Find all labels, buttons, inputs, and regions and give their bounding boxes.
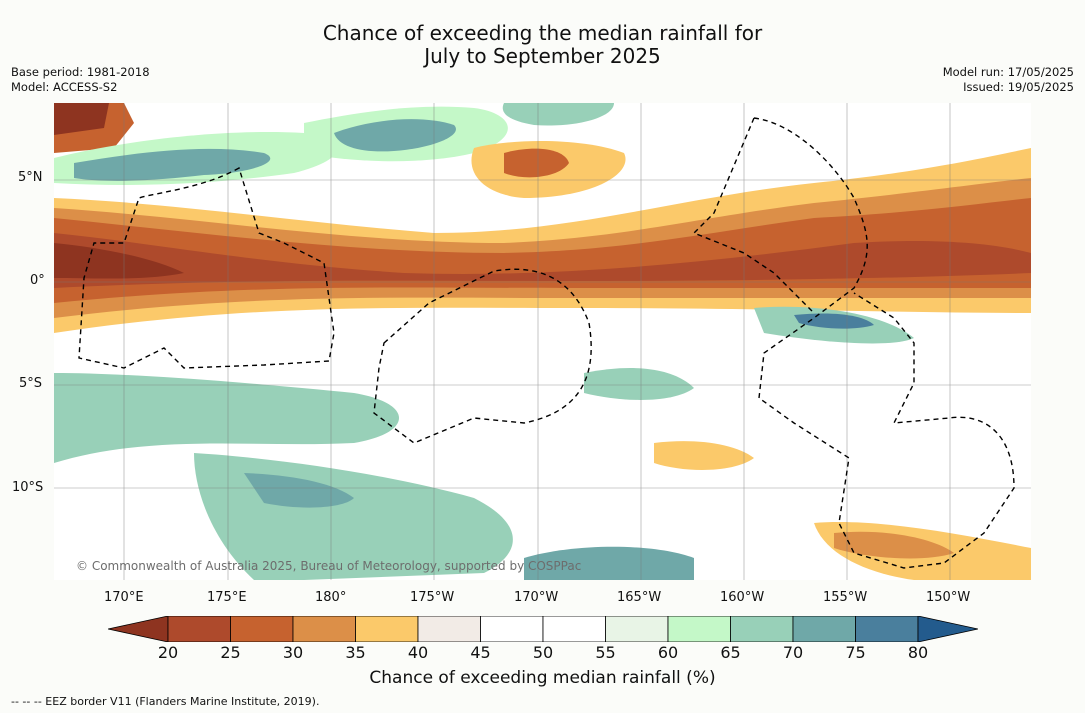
lat-tick-5s: 5°S — [19, 376, 43, 391]
colorbar-tick-label: 60 — [657, 643, 679, 662]
colorbar-tick-label: 40 — [407, 643, 429, 662]
lat-tick-5n: 5°N — [18, 170, 43, 185]
colorbar-tick-label: 35 — [345, 643, 366, 662]
copyright-text: © Commonwealth of Australia 2025, Bureau… — [76, 559, 581, 573]
lat-tick-10s: 10°S — [12, 480, 44, 495]
colorbar-segment — [167, 616, 231, 642]
colorbar — [108, 616, 978, 642]
eez-border-line-islands — [753, 117, 1015, 569]
eez-border-kiribati-gilbert — [78, 166, 335, 369]
south-wet-area-4 — [584, 368, 694, 400]
lon-tick-160w: 160°W — [720, 590, 765, 605]
south-wet-area-5-core — [794, 313, 874, 329]
north-wet-patch-3 — [502, 103, 614, 126]
meta-right: Model run: 17/05/2025 Issued: 19/05/2025 — [943, 65, 1074, 95]
lon-tick-155w: 155°W — [823, 590, 868, 605]
colorbar-segment — [480, 616, 544, 642]
colorbar-segment — [230, 616, 294, 642]
south-wet-area-2-core — [244, 473, 354, 508]
colorbar-tick-label: 50 — [532, 643, 554, 662]
colorbar-tick-label: 75 — [845, 643, 866, 662]
colorbar-extend-low — [108, 616, 169, 642]
rainfall-map: © Commonwealth of Australia 2025, Bureau… — [54, 103, 1031, 580]
eez-borders — [78, 117, 1015, 569]
eez-border-line-north — [692, 117, 815, 314]
colorbar-segment — [855, 616, 919, 642]
eez-border-phoenix — [373, 268, 592, 444]
south-wet-area-3 — [524, 546, 694, 580]
colorbar-tick-label: 80 — [907, 643, 929, 662]
colorbar-segment — [292, 616, 356, 642]
colorbar-segment — [417, 616, 481, 642]
south-wet-area-1 — [54, 373, 399, 463]
lat-tick-0: 0° — [30, 273, 45, 288]
lon-tick-175e: 175°E — [207, 590, 247, 605]
colorbar-tick-label: 30 — [282, 643, 304, 662]
title-line-1: Chance of exceeding the median rainfall … — [322, 21, 763, 45]
lon-tick-180: 180° — [315, 590, 347, 605]
colorbar-tick-label: 20 — [157, 643, 179, 662]
lon-tick-170e: 170°E — [104, 590, 144, 605]
eez-footnote: -- -- -- EEZ border V11 (Flanders Marine… — [11, 695, 320, 708]
colorbar-segment — [542, 616, 606, 642]
graticule — [54, 103, 1031, 580]
colorbar-tick-label: 65 — [720, 643, 741, 662]
colorbar-segment — [792, 616, 856, 642]
base-period: Base period: 1981-2018 — [11, 65, 150, 79]
lon-tick-170w: 170°W — [514, 590, 559, 605]
colorbar-segment — [605, 616, 669, 642]
colorbar-tick-label: 55 — [595, 643, 616, 662]
colorbar-extend-high — [917, 616, 978, 642]
colorbar-segment — [730, 616, 794, 642]
lon-tick-150w: 150°W — [926, 590, 971, 605]
equatorial-dry-core — [54, 233, 1031, 288]
north-dry-blob-core — [504, 148, 569, 178]
colorbar-segment — [667, 616, 731, 642]
title-line-2: July to September 2025 — [424, 44, 661, 68]
colorbar-segment — [355, 616, 419, 642]
model-run: Model run: 17/05/2025 — [942, 65, 1074, 79]
issued-date: Issued: 19/05/2025 — [963, 80, 1074, 94]
colorbar-tick-label: 70 — [782, 643, 804, 662]
colorbar-tick-label: 45 — [470, 643, 491, 662]
lon-tick-165w: 165°W — [617, 590, 662, 605]
north-wet-patch-2-core — [334, 119, 456, 152]
model-name: Model: ACCESS-S2 — [11, 80, 118, 94]
north-very-dry-patch — [54, 103, 109, 135]
south-dry-patch-1 — [654, 441, 754, 470]
lon-tick-175w: 175°W — [410, 590, 455, 605]
meta-left: Base period: 1981-2018 Model: ACCESS-S2 — [11, 65, 150, 95]
south-dry-patch-2-core — [834, 531, 954, 559]
colorbar-tick-label: 25 — [220, 643, 241, 662]
colorbar-label: Chance of exceeding median rainfall (%) — [369, 668, 716, 688]
north-wet-band-core — [74, 148, 271, 181]
map-title: Chance of exceeding the median rainfall … — [0, 22, 1085, 68]
